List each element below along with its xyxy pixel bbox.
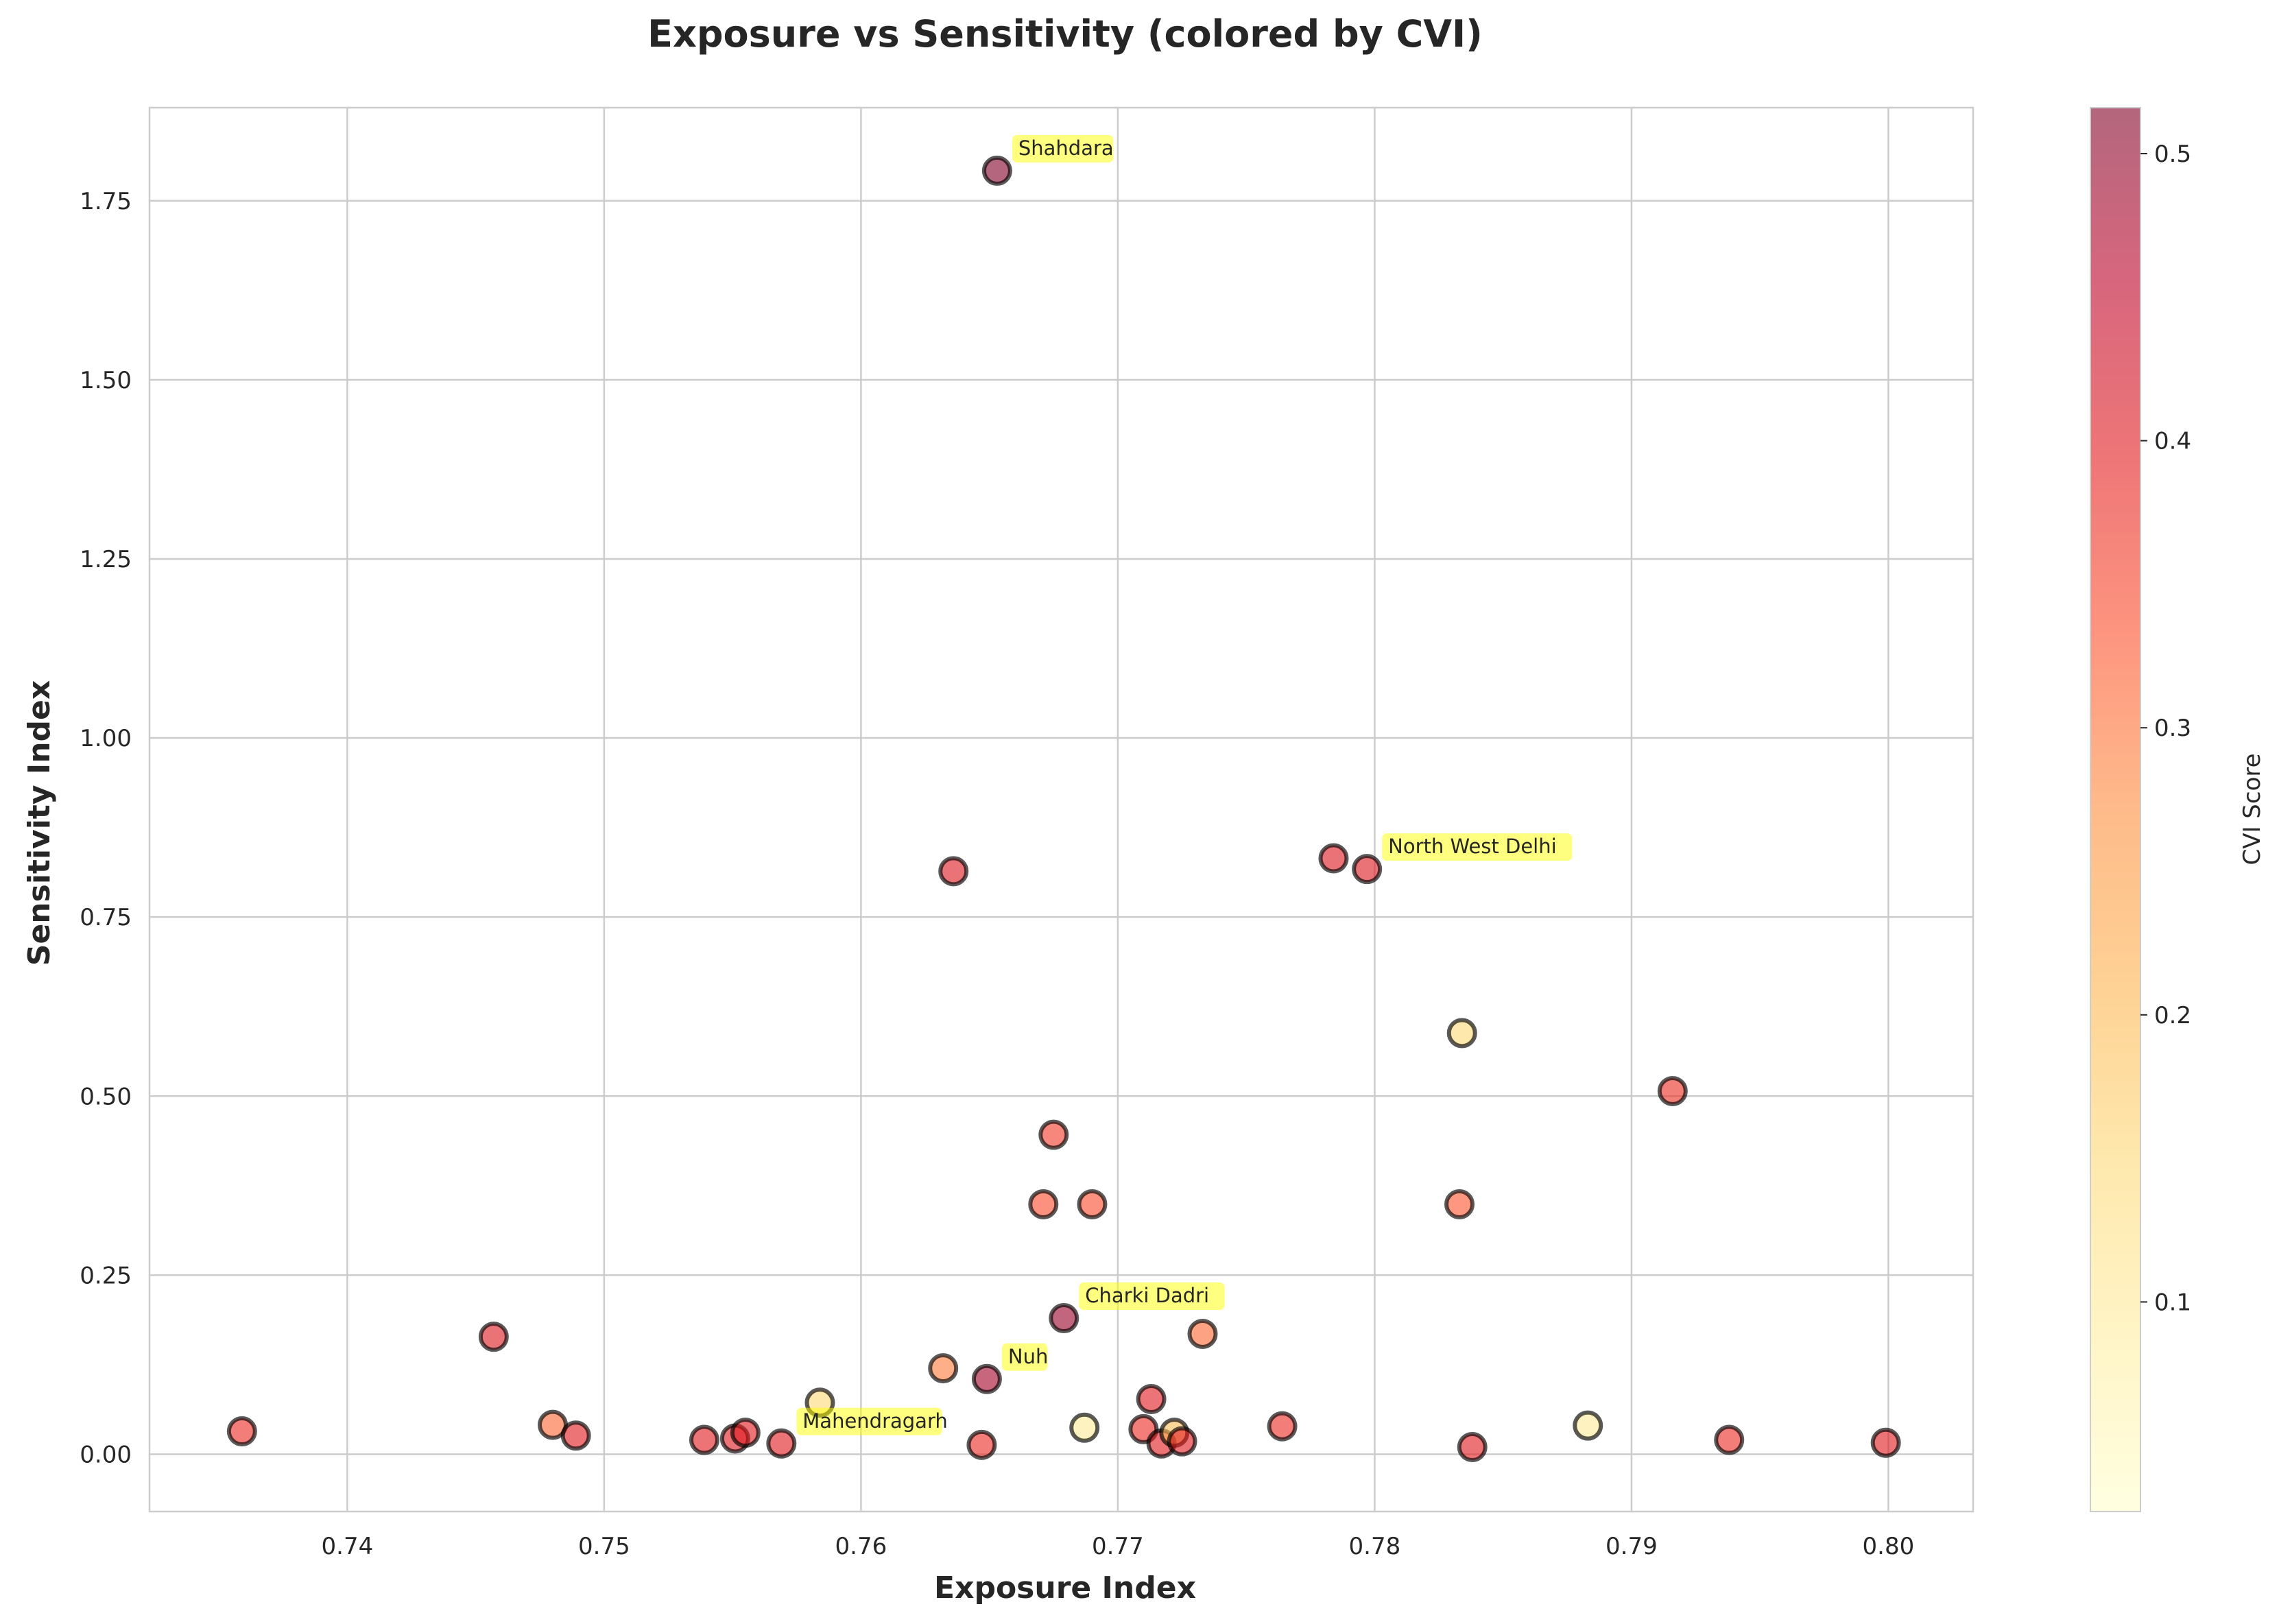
data-point xyxy=(1136,1384,1167,1415)
data-point xyxy=(1167,1426,1197,1457)
colorbar-tick-label: 0.2 xyxy=(2154,1002,2191,1029)
plot-area: 0.74 0.75 0.76 0.77 0.78 0.79 0.80 0.00 0.25 0.50… xyxy=(80,106,1974,1560)
y-tick-label: 0.25 xyxy=(80,1262,132,1289)
colorbar-tick-label: 0.1 xyxy=(2154,1289,2191,1316)
data-point xyxy=(766,1428,797,1459)
annotation-box xyxy=(1382,833,1573,861)
x-tick-label: 0.80 xyxy=(1863,1533,1915,1560)
annotation-box xyxy=(1001,1343,1048,1371)
data-point xyxy=(971,1363,1002,1394)
point-annotation: Nuh xyxy=(1008,1345,1048,1368)
data-point xyxy=(1318,843,1349,874)
colorbar-tick-label: 0.5 xyxy=(2154,141,2191,168)
data-point xyxy=(1028,1189,1059,1219)
data-point xyxy=(226,1416,257,1447)
data-point xyxy=(1446,1018,1477,1049)
data-point xyxy=(966,1429,997,1460)
annotation-box xyxy=(796,1407,942,1435)
data-point xyxy=(730,1418,761,1448)
y-axis-label: Sensitivity Index xyxy=(22,680,57,966)
point-annotation: Shahdara xyxy=(1018,136,1114,160)
colorbar: 0.1 0.2 0.3 0.4 0.5 xyxy=(2090,107,2191,1512)
y-tick-label: 1.00 xyxy=(80,725,132,752)
data-point xyxy=(1077,1189,1108,1219)
y-tick-label: 1.50 xyxy=(80,367,132,394)
y-tick-label: 0.75 xyxy=(80,904,132,931)
annotation-box xyxy=(1012,134,1114,163)
plot-frame xyxy=(148,106,1974,1513)
data-point xyxy=(1038,1119,1069,1150)
data-point xyxy=(1352,854,1383,885)
point-annotation: Charki Dadri xyxy=(1085,1284,1209,1307)
x-tick-label: 0.79 xyxy=(1606,1533,1658,1560)
data-point xyxy=(689,1424,719,1455)
y-tick-label: 0.00 xyxy=(80,1441,132,1468)
colorbar-gradient xyxy=(2090,107,2141,1512)
data-point xyxy=(928,1353,959,1384)
data-point xyxy=(1870,1427,1901,1458)
data-point xyxy=(1049,1303,1079,1334)
x-tick-label: 0.76 xyxy=(835,1533,887,1560)
x-tick-label: 0.75 xyxy=(578,1533,630,1560)
x-tick-label: 0.78 xyxy=(1349,1533,1401,1560)
annotation-box xyxy=(1079,1282,1225,1311)
data-point xyxy=(560,1420,591,1451)
colorbar-tick-label: 0.3 xyxy=(2154,715,2191,742)
y-tick-label: 0.50 xyxy=(80,1083,132,1110)
point-annotation: North West Delhi xyxy=(1388,835,1557,858)
data-point xyxy=(478,1322,509,1352)
y-tick-label: 1.25 xyxy=(80,546,132,573)
data-point xyxy=(1714,1424,1745,1455)
colorbar-tick-label: 0.4 xyxy=(2154,428,2191,455)
data-point xyxy=(1457,1432,1488,1463)
point-annotation: Mahendragarh xyxy=(802,1409,947,1433)
x-tick-label: 0.74 xyxy=(322,1533,374,1560)
x-tick-label: 0.77 xyxy=(1092,1533,1144,1560)
data-point xyxy=(1573,1410,1603,1441)
data-point xyxy=(1444,1189,1475,1219)
chart-title: Exposure vs Sensitivity (colored by CVI) xyxy=(647,12,1483,56)
data-point xyxy=(1657,1075,1688,1106)
x-axis-label: Exposure Index xyxy=(934,1571,1196,1605)
data-point xyxy=(981,155,1012,186)
colorbar-label: CVI Score xyxy=(2239,753,2266,865)
data-point xyxy=(1069,1412,1100,1443)
y-tick-label: 1.75 xyxy=(80,188,132,215)
data-point xyxy=(1187,1318,1218,1349)
data-point xyxy=(1267,1411,1298,1442)
data-point xyxy=(938,856,969,887)
